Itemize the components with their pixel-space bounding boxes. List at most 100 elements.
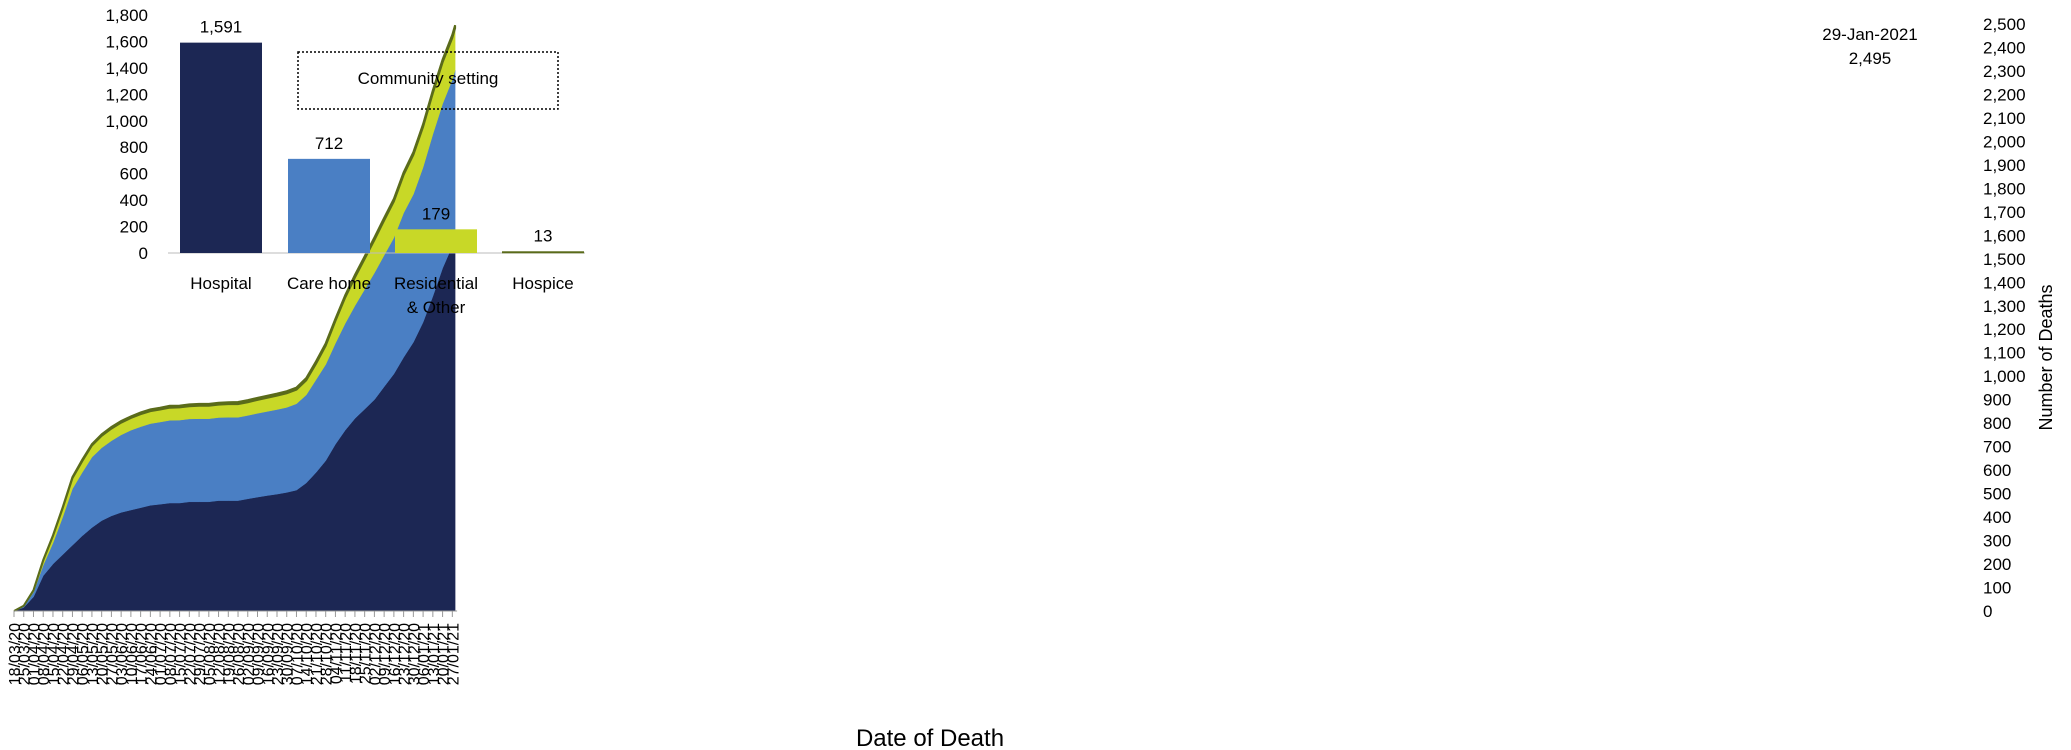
y-tick-label: 1,200 (1983, 320, 2026, 339)
inset-bar (395, 229, 477, 253)
inset-bar (502, 251, 584, 254)
inset-legend-box (297, 51, 559, 110)
y-tick-label: 200 (1983, 555, 2011, 574)
inset-y-tick-label: 0 (139, 244, 148, 263)
inset-category-label: Care home (287, 274, 371, 293)
inset-bar-chart: 0 200 400 600 800 1,000 1,200 1,400 1,600 1,800 1,… (105, 6, 585, 317)
area-plot (13, 24, 457, 612)
x-tick-label: 20/01/21 (436, 623, 453, 685)
inset-y-tick-label: 1,400 (105, 59, 148, 78)
x-tick-label: 08/04/20 (36, 623, 53, 685)
area-series-hospice (13, 24, 457, 612)
x-tick-label: 27/01/21 (445, 623, 462, 685)
y-tick-label: 900 (1983, 391, 2011, 410)
x-tick-label: 14/10/20 (299, 623, 316, 685)
x-tick-label: 26/08/20 (231, 623, 248, 685)
inset-y-tick-label: 200 (120, 218, 148, 237)
x-tick-label: 15/07/20 (173, 623, 190, 685)
y-tick-label: 300 (1983, 532, 2011, 551)
y-axis-ticks: 0 100 200 300 400 500 600 700 800 900 1,000 1,100 1,… (1983, 15, 2026, 621)
y-tick-label: 1,600 (1983, 226, 2026, 245)
x-tick-label: 15/04/20 (46, 623, 63, 685)
inset-y-tick-label: 600 (120, 165, 148, 184)
x-tick-label: 29/04/20 (65, 623, 82, 685)
x-tick-label: 08/07/20 (163, 623, 180, 685)
inset-bar-value-label: 179 (422, 204, 450, 223)
x-tick-label: 06/01/21 (416, 623, 433, 685)
x-tick-label: 29/07/20 (192, 623, 209, 685)
x-axis-ticks: 18/03/2025/03/2001/04/2008/04/2015/04/20… (7, 611, 462, 685)
x-tick-label: 17/06/20 (134, 623, 151, 685)
y-tick-label: 1,500 (1983, 250, 2026, 269)
y-tick-label: 1,800 (1983, 179, 2026, 198)
inset-bar-value-label: 1,591 (200, 18, 243, 37)
y-tick-label: 1,300 (1983, 297, 2026, 316)
y-tick-label: 2,400 (1983, 38, 2026, 57)
x-tick-label: 20/05/20 (95, 623, 112, 685)
y-tick-label: 2,500 (1983, 15, 2026, 34)
y-tick-label: 1,400 (1983, 273, 2026, 292)
x-tick-label: 13/01/21 (426, 623, 443, 685)
x-tick-label: 06/05/20 (75, 623, 92, 685)
y-tick-label: 0 (1983, 602, 1992, 621)
inset-category-label: Residential (394, 274, 478, 293)
x-tick-label: 30/09/20 (280, 623, 297, 685)
y-tick-label: 2,300 (1983, 62, 2026, 81)
x-tick-label: 24/06/20 (143, 623, 160, 685)
inset-category-label: Hospice (512, 274, 573, 293)
y-tick-label: 2,200 (1983, 85, 2026, 104)
x-tick-label: 30/12/20 (406, 623, 423, 685)
x-tick-label: 25/03/20 (17, 623, 34, 685)
x-tick-label: 02/09/20 (241, 623, 258, 685)
y-tick-label: 100 (1983, 579, 2011, 598)
x-tick-label: 22/07/20 (182, 623, 199, 685)
x-tick-label: 23/12/20 (397, 623, 414, 685)
y-tick-label: 400 (1983, 508, 2011, 527)
x-tick-label: 01/04/20 (26, 623, 43, 685)
inset-y-tick-label: 1,200 (105, 85, 148, 104)
x-tick-label: 19/08/20 (221, 623, 238, 685)
x-tick-label: 05/08/20 (202, 623, 219, 685)
x-tick-label: 09/09/20 (251, 623, 268, 685)
x-tick-label: 16/12/20 (387, 623, 404, 685)
inset-bar-value-label: 712 (315, 134, 343, 153)
inset-y-tick-label: 1,800 (105, 6, 148, 25)
x-tick-label: 07/10/20 (289, 623, 306, 685)
y-tick-label: 1,000 (1983, 367, 2026, 386)
x-axis-title: Date of Death (856, 725, 1004, 750)
annotation-date: 29-Jan-2021 (1822, 25, 1917, 44)
x-tick-label: 27/05/20 (104, 623, 121, 685)
x-tick-label: 21/10/20 (309, 623, 326, 685)
annotation-value: 2,495 (1849, 49, 1892, 68)
x-tick-label: 10/06/20 (124, 623, 141, 685)
x-tick-label: 09/12/20 (377, 623, 394, 685)
x-tick-label: 02/12/20 (367, 623, 384, 685)
y-tick-label: 2,100 (1983, 109, 2026, 128)
inset-y-tick-label: 400 (120, 191, 148, 210)
inset-category-label: Hospital (190, 274, 251, 293)
x-tick-label: 13/05/20 (85, 623, 102, 685)
x-tick-label: 03/06/20 (114, 623, 131, 685)
inset-y-tick-label: 1,600 (105, 32, 148, 51)
y-tick-label: 1,700 (1983, 203, 2026, 222)
y-tick-label: 500 (1983, 485, 2011, 504)
x-tick-label: 23/09/20 (270, 623, 287, 685)
x-tick-label: 18/11/20 (348, 623, 365, 684)
y-tick-label: 800 (1983, 414, 2011, 433)
x-tick-label: 12/08/20 (212, 623, 229, 685)
inset-bar (288, 158, 370, 253)
y-tick-label: 600 (1983, 461, 2011, 480)
y-tick-label: 2,000 (1983, 132, 2026, 151)
inset-bar (180, 42, 262, 253)
x-tick-label: 18/03/20 (7, 623, 24, 685)
y-tick-label: 1,900 (1983, 156, 2026, 175)
x-tick-label: 28/10/20 (319, 623, 336, 685)
inset-category-label: & Other (407, 298, 466, 317)
y-tick-label: 700 (1983, 438, 2011, 457)
y-axis-title: Number of Deaths (2036, 284, 2056, 430)
x-tick-label: 01/07/20 (153, 623, 170, 685)
x-tick-label: 22/04/20 (56, 623, 73, 685)
y-tick-label: 1,100 (1983, 344, 2026, 363)
inset-y-tick-label: 800 (120, 138, 148, 157)
